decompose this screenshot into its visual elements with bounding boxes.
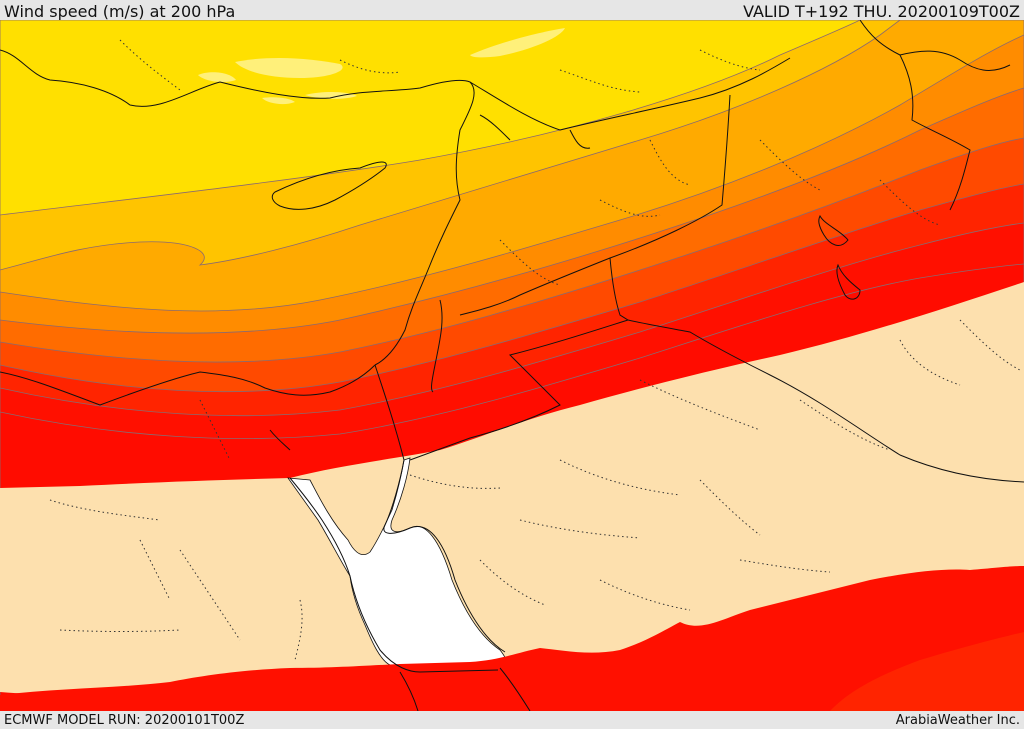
country-borders — [0, 20, 1024, 711]
admin-boundaries — [49, 39, 1021, 661]
map-footer: ECMWF MODEL RUN: 20200101T00Z ArabiaWeat… — [0, 711, 1024, 729]
wind-core — [198, 72, 236, 83]
wind-core — [305, 92, 357, 99]
wind-core — [470, 28, 565, 58]
map-title: Wind speed (m/s) at 200 hPa — [4, 2, 236, 21]
map-header: Wind speed (m/s) at 200 hPa VALID T+192 … — [0, 0, 1024, 21]
wind-core — [235, 57, 343, 78]
wind-core — [262, 97, 295, 105]
credit: ArabiaWeather Inc. — [895, 713, 1020, 728]
southern-band-inner — [830, 632, 1024, 711]
valid-time: VALID T+192 THU. 20200109T00Z — [743, 2, 1020, 21]
red-sea — [287, 457, 507, 673]
southern-band — [0, 566, 1024, 711]
calm-zone — [0, 282, 1024, 695]
wind-speed-map — [0, 20, 1024, 711]
model-run: ECMWF MODEL RUN: 20200101T00Z — [4, 713, 245, 728]
